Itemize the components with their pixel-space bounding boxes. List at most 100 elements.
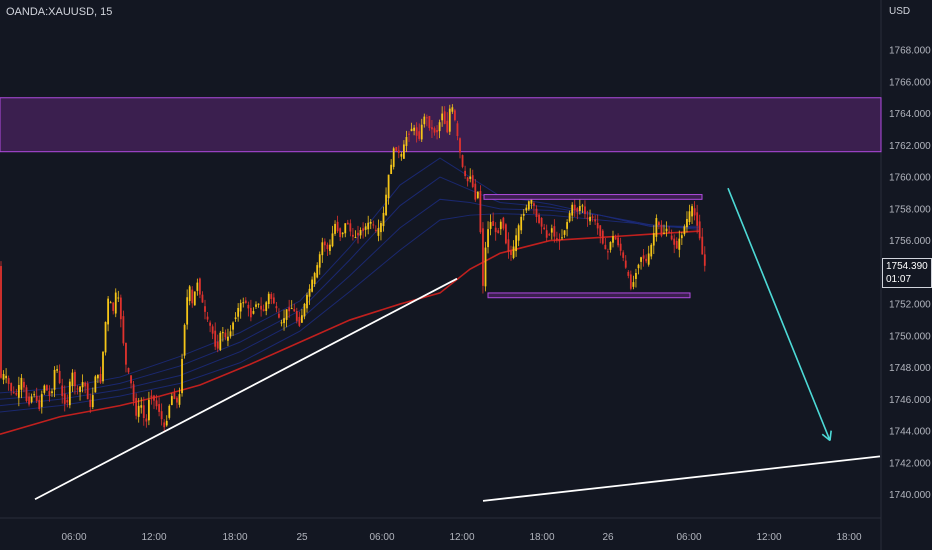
candle xyxy=(132,380,135,406)
candle-body xyxy=(257,303,260,305)
candle xyxy=(334,220,336,236)
price-tick-label: 1756.000 xyxy=(889,236,931,247)
candle-body xyxy=(663,232,665,234)
candle xyxy=(527,200,530,211)
candle xyxy=(619,237,622,256)
candle xyxy=(505,223,507,245)
candle xyxy=(581,203,584,213)
candle-body xyxy=(425,117,428,119)
candle xyxy=(239,299,242,319)
candle-body xyxy=(456,123,459,136)
candle xyxy=(352,227,354,241)
candle xyxy=(645,254,648,264)
candle-body xyxy=(380,223,382,233)
candle-body xyxy=(290,308,293,310)
candle-body xyxy=(357,232,359,236)
candle-body xyxy=(494,227,497,233)
candle xyxy=(142,396,145,426)
candle-body xyxy=(522,213,525,216)
candle xyxy=(173,388,176,400)
ema-ribbon-line-1 xyxy=(0,213,701,413)
candle xyxy=(288,299,291,318)
candle-body xyxy=(550,228,553,233)
range-bottom-box xyxy=(487,292,691,299)
candle xyxy=(301,309,303,323)
candle-body xyxy=(311,279,313,292)
candle-body xyxy=(191,289,194,304)
candle-body xyxy=(295,311,298,321)
candle xyxy=(10,382,13,396)
candle xyxy=(109,300,112,304)
price-tick-label: 1758.000 xyxy=(889,204,931,215)
price-tick-label: 1766.000 xyxy=(889,77,931,88)
candle xyxy=(66,394,69,408)
candle xyxy=(112,301,115,315)
candle-body xyxy=(76,388,79,390)
candle-body xyxy=(489,221,492,229)
candle-body xyxy=(48,391,51,397)
candle xyxy=(28,392,30,407)
candle xyxy=(359,227,362,239)
candle xyxy=(382,206,385,232)
time-tick-label: 18:00 xyxy=(529,532,554,543)
candle-body xyxy=(658,222,660,225)
candle-body xyxy=(303,303,306,317)
candle-body xyxy=(301,315,303,323)
candle xyxy=(573,198,576,217)
candle-body xyxy=(520,216,523,231)
candle xyxy=(423,113,426,128)
candle-body xyxy=(451,107,454,112)
candle-body xyxy=(280,322,283,324)
candle xyxy=(354,230,357,239)
time-axis: 06:00 12:00 18:00 25 06:00 12:00 18:00 26 06:00 1… xyxy=(61,532,861,543)
candle-body xyxy=(675,240,678,249)
candle xyxy=(357,225,359,244)
candle-body xyxy=(79,386,81,392)
candle xyxy=(344,223,347,238)
candle xyxy=(267,291,270,309)
candle xyxy=(35,387,38,404)
candle-body xyxy=(117,297,120,299)
candle xyxy=(61,378,64,404)
candle-body xyxy=(193,291,196,306)
candle-body xyxy=(566,222,568,229)
candle xyxy=(260,297,262,317)
candle-body xyxy=(609,242,612,250)
candle-body xyxy=(20,377,23,390)
candle xyxy=(283,309,285,331)
candle-body xyxy=(349,223,352,232)
candle xyxy=(476,191,479,200)
candle-body xyxy=(316,265,319,278)
candle-body xyxy=(545,230,548,238)
candle xyxy=(318,251,321,275)
candle xyxy=(188,284,191,306)
candle-body xyxy=(318,254,321,268)
candle-body xyxy=(377,228,380,236)
candle xyxy=(499,219,502,235)
candle xyxy=(275,301,278,313)
candle-body xyxy=(688,211,691,223)
candle xyxy=(290,300,293,310)
candle xyxy=(214,322,217,350)
candle-body xyxy=(617,237,619,246)
candle-body xyxy=(448,108,451,132)
candle-body xyxy=(293,309,296,312)
candle-body xyxy=(219,332,222,350)
candle xyxy=(374,225,377,233)
candle-body xyxy=(109,302,112,304)
candle xyxy=(364,223,367,237)
candle xyxy=(153,394,155,410)
candle-body xyxy=(423,116,426,125)
candle-body xyxy=(323,241,326,246)
candle-body xyxy=(510,250,512,255)
candle-body xyxy=(216,341,219,349)
candle-body xyxy=(186,297,189,325)
candle-body xyxy=(601,230,604,244)
candle-body xyxy=(538,214,540,223)
candle-body xyxy=(515,235,517,252)
candle xyxy=(257,303,260,308)
candle xyxy=(688,204,691,226)
candle xyxy=(331,225,334,248)
candle-body xyxy=(158,404,160,412)
